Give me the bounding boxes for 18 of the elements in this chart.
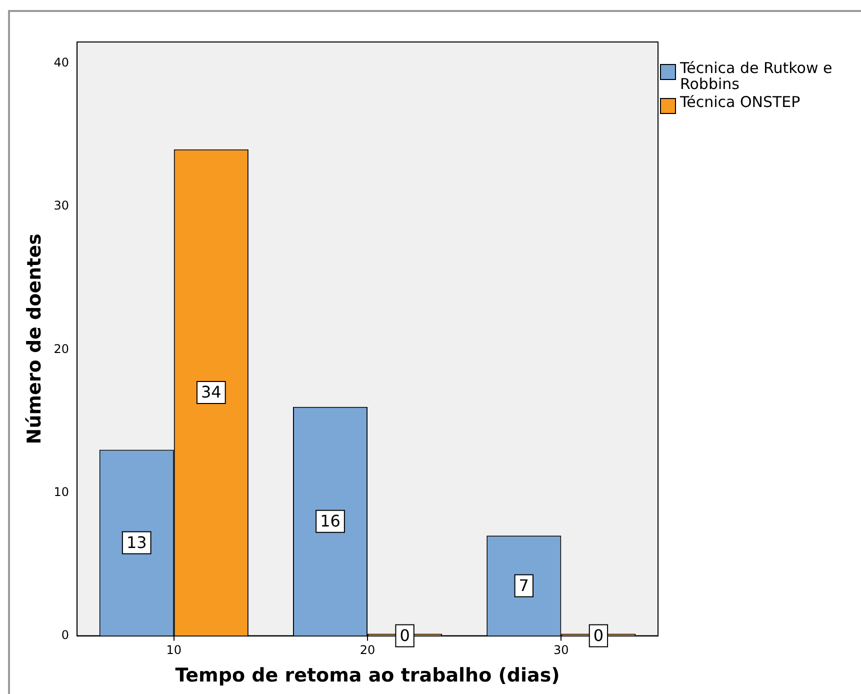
- x-tick-label: 20: [360, 643, 376, 658]
- data-label: 0: [400, 626, 410, 645]
- y-tick-label: 0: [61, 628, 70, 642]
- legend-label: Técnica ONSTEP: [680, 93, 800, 111]
- y-tick-label: 10: [54, 484, 70, 499]
- data-label: 13: [126, 532, 147, 552]
- x-axis-title: Tempo de retoma ao trabalho (dias): [175, 664, 560, 687]
- data-label: 7: [518, 576, 529, 595]
- legend-label: Técnica de Rutkow e Robbins: [680, 59, 834, 93]
- data-label: 34: [200, 382, 222, 402]
- data-label: 16: [320, 511, 340, 530]
- x-tick-label: 10: [166, 643, 182, 658]
- x-tick-label: 30: [554, 643, 569, 658]
- y-axis-title: Número de doentes: [23, 234, 46, 444]
- y-tick-label: 40: [54, 56, 70, 70]
- data-label: 0: [593, 626, 604, 645]
- y-tick-label: 20: [54, 342, 70, 356]
- y-tick-label: 30: [54, 198, 70, 213]
